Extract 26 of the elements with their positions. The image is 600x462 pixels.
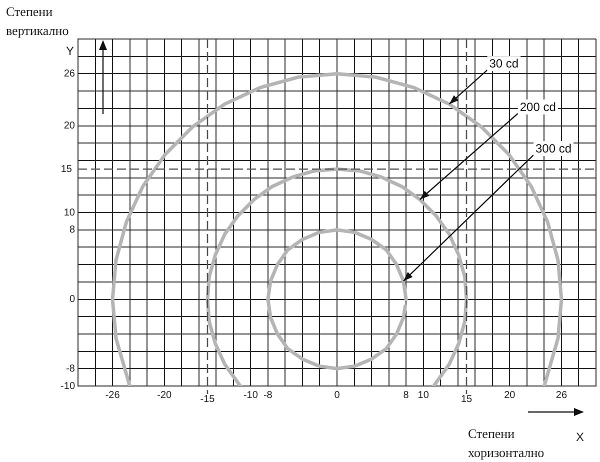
annotation: 300 cd (535, 141, 572, 156)
x-tick-label: 26 (556, 390, 568, 401)
y-tick-label: -10 (60, 380, 76, 392)
x-tick-label: 8 (403, 390, 410, 401)
x-tick-label: -20 (157, 390, 172, 401)
y-tick-label: 26 (64, 68, 76, 80)
annotation: 30 cd (489, 56, 519, 70)
x-tick-label: 20 (504, 390, 516, 401)
y-tick-label: -8 (66, 363, 76, 374)
x-tick-label: 10 (418, 390, 430, 401)
x-tick-label: 0 (334, 390, 340, 401)
ref-line-label: 15 (60, 164, 72, 175)
x-axis-title: Степени хоризонтално (468, 425, 546, 462)
ref-line-label: 15 (460, 394, 472, 405)
ref-line-label: -15 (200, 394, 216, 405)
x-tick-label: -8 (263, 390, 273, 401)
text: Y (66, 44, 74, 58)
x-tick-label: -26 (105, 390, 120, 401)
y-axis-title: Степени вертикално (6, 3, 70, 40)
y-tick-label: 8 (69, 224, 76, 236)
y-tick-label: 0 (69, 294, 76, 305)
x-tick-label: -10 (243, 390, 258, 401)
y-tick-label: 20 (64, 120, 76, 132)
text: X (576, 430, 584, 444)
y-tick-label: 10 (64, 207, 76, 218)
annotation: 200 cd (520, 100, 556, 114)
